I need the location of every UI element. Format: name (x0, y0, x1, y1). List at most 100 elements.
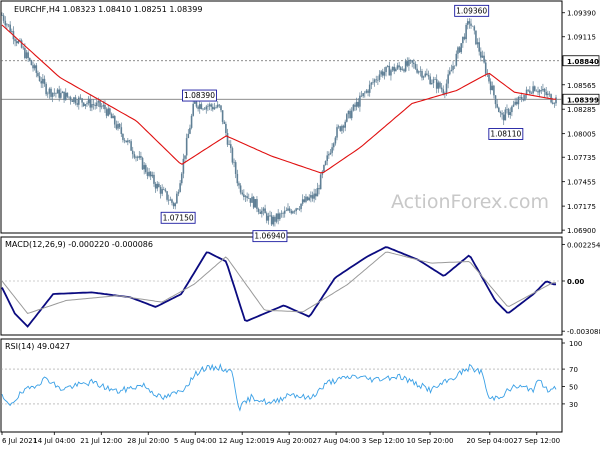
candle-body (496, 104, 498, 108)
candle-body (447, 74, 449, 84)
candle (413, 58, 415, 69)
candle (344, 119, 346, 132)
candle-body (363, 92, 366, 94)
candle-body (401, 69, 404, 71)
candle-body (145, 165, 147, 173)
candle (421, 68, 423, 81)
candle-body (55, 93, 57, 94)
candle-body (156, 183, 159, 189)
candle-body (535, 90, 538, 92)
candle (530, 91, 533, 94)
candle (202, 108, 204, 111)
candle (148, 168, 150, 178)
candle (347, 110, 350, 119)
candle (138, 151, 141, 160)
candle (435, 74, 438, 94)
candle (511, 105, 513, 117)
candle-body (545, 91, 547, 95)
candle-body (236, 173, 239, 184)
candle (466, 18, 469, 30)
annotation-label: 1.08110 (490, 129, 521, 138)
candle-body (241, 192, 244, 195)
candle-body (334, 137, 337, 144)
candle (107, 104, 110, 117)
candle (370, 81, 373, 90)
price-annotation: 1.06940 (252, 230, 288, 243)
candle-body (1, 15, 3, 16)
candle-body (130, 141, 132, 151)
candle (372, 78, 374, 85)
candle-body (176, 193, 178, 204)
candle (146, 167, 149, 180)
candle-body (450, 69, 453, 72)
candle (385, 66, 387, 77)
candle-body (100, 106, 103, 108)
candle (69, 95, 72, 105)
candle-body (17, 40, 20, 44)
candle (87, 96, 90, 106)
candle-body (515, 101, 518, 105)
candle-body (457, 47, 459, 54)
candle (494, 95, 497, 109)
candle (238, 181, 240, 189)
candle (318, 184, 320, 195)
candle-body (272, 216, 275, 225)
candle (128, 139, 131, 144)
candle-body (261, 210, 263, 214)
candle-body (444, 92, 446, 94)
candle (514, 97, 516, 106)
candle-body (462, 36, 464, 44)
candle (42, 74, 44, 88)
candle (329, 149, 332, 155)
candle-body (303, 199, 306, 202)
candle-body (177, 191, 180, 194)
candle (229, 140, 232, 154)
candle-body (53, 92, 56, 94)
candle (323, 164, 325, 173)
candle (362, 92, 364, 98)
candle (68, 96, 70, 100)
candle-body (331, 147, 333, 153)
candle (162, 186, 165, 191)
candle (453, 65, 456, 70)
candle-body (220, 105, 222, 111)
candle (261, 207, 263, 218)
candle (337, 124, 340, 129)
candle (378, 70, 381, 83)
candle (365, 89, 368, 94)
candle (22, 45, 25, 50)
candle (373, 78, 376, 87)
candle-body (318, 188, 320, 190)
candle (212, 103, 214, 112)
candle (363, 90, 366, 98)
candle (533, 85, 536, 92)
candle (357, 98, 360, 109)
candle-body (426, 73, 428, 76)
candle-body (498, 107, 500, 113)
candle-body (380, 71, 382, 75)
candle (122, 133, 124, 143)
candle (444, 91, 446, 99)
candle (498, 106, 500, 113)
candle-body (416, 68, 418, 73)
macd-line (1, 246, 556, 328)
candle-body (213, 107, 216, 110)
candle-body (238, 183, 240, 186)
candle-body (519, 96, 521, 98)
candle (73, 96, 75, 105)
candle-body (6, 24, 8, 26)
candle (401, 66, 404, 71)
candle-body (166, 191, 168, 200)
candle-body (95, 102, 98, 106)
candle-body (282, 213, 284, 214)
candle-body (120, 127, 123, 134)
candle (60, 88, 62, 100)
candle-body (86, 103, 88, 105)
candle-body (43, 78, 46, 84)
candle (192, 100, 195, 117)
price-annotation: 1.09360 (454, 4, 490, 17)
candle (462, 36, 464, 48)
candle (197, 105, 199, 112)
candle (439, 81, 441, 89)
